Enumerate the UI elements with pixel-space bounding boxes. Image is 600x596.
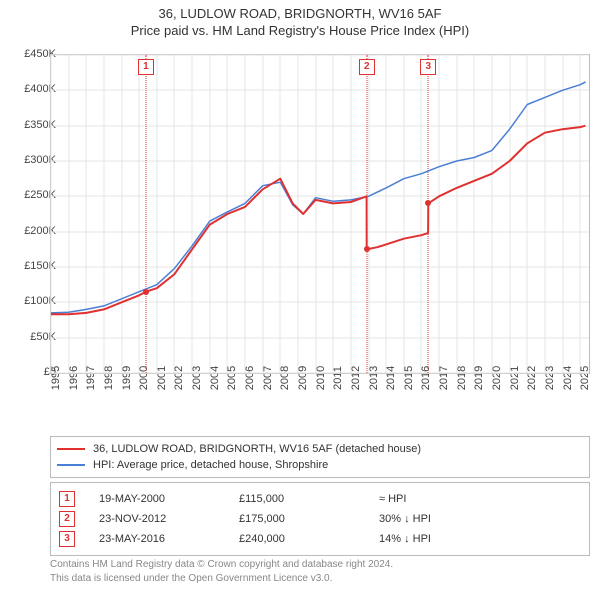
legend-swatch bbox=[57, 448, 85, 450]
y-axis-label: £350K bbox=[6, 119, 56, 131]
transaction-hpi-delta: ≈ HPI bbox=[379, 493, 581, 505]
transaction-date: 23-MAY-2016 bbox=[99, 533, 239, 545]
y-axis-label: £150K bbox=[6, 260, 56, 272]
transaction-number: 3 bbox=[59, 531, 75, 547]
legend: 36, LUDLOW ROAD, BRIDGNORTH, WV16 5AF (d… bbox=[50, 436, 590, 478]
transaction-date: 23-NOV-2012 bbox=[99, 513, 239, 525]
sale-point bbox=[425, 200, 431, 206]
title-address: 36, LUDLOW ROAD, BRIDGNORTH, WV16 5AF bbox=[0, 6, 600, 21]
transaction-row: 2 23-NOV-2012£175,00030% ↓ HPI bbox=[59, 509, 581, 529]
legend-label: 36, LUDLOW ROAD, BRIDGNORTH, WV16 5AF (d… bbox=[93, 443, 421, 455]
transaction-price: £240,000 bbox=[239, 533, 379, 545]
y-axis-label: £400K bbox=[6, 83, 56, 95]
hpi-line bbox=[51, 82, 586, 313]
property-line bbox=[51, 126, 586, 315]
footer-line-1: Contains HM Land Registry data © Crown c… bbox=[50, 558, 590, 572]
transaction-date: 19-MAY-2000 bbox=[99, 493, 239, 505]
footer-attribution: Contains HM Land Registry data © Crown c… bbox=[50, 558, 590, 585]
sale-point bbox=[143, 289, 149, 295]
y-axis-label: £250K bbox=[6, 189, 56, 201]
y-axis-label: £200K bbox=[6, 225, 56, 237]
y-axis-label: £100K bbox=[6, 295, 56, 307]
transaction-row: 3 23-MAY-2016£240,00014% ↓ HPI bbox=[59, 529, 581, 549]
y-axis-label: £50K bbox=[6, 331, 56, 343]
sale-point bbox=[364, 246, 370, 252]
legend-label: HPI: Average price, detached house, Shro… bbox=[93, 459, 328, 471]
legend-swatch bbox=[57, 464, 85, 466]
title-subtitle: Price paid vs. HM Land Registry's House … bbox=[0, 23, 600, 38]
footer-line-2: This data is licensed under the Open Gov… bbox=[50, 572, 590, 586]
transaction-row: 1 19-MAY-2000£115,000≈ HPI bbox=[59, 489, 581, 509]
chart-lines bbox=[51, 55, 589, 373]
transaction-price: £175,000 bbox=[239, 513, 379, 525]
transactions-table: 1 19-MAY-2000£115,000≈ HPI 2 23-NOV-2012£17… bbox=[50, 482, 590, 556]
legend-item: 36, LUDLOW ROAD, BRIDGNORTH, WV16 5AF (d… bbox=[57, 441, 583, 457]
transaction-number: 2 bbox=[59, 511, 75, 527]
y-axis-label: £0 bbox=[6, 366, 56, 378]
y-axis-label: £450K bbox=[6, 48, 56, 60]
y-axis-label: £300K bbox=[6, 154, 56, 166]
transaction-hpi-delta: 14% ↓ HPI bbox=[379, 533, 581, 545]
legend-item: HPI: Average price, detached house, Shro… bbox=[57, 457, 583, 473]
chart-container: 36, LUDLOW ROAD, BRIDGNORTH, WV16 5AF Pr… bbox=[0, 6, 600, 596]
transaction-hpi-delta: 30% ↓ HPI bbox=[379, 513, 581, 525]
plot-area: 123 bbox=[50, 54, 590, 374]
transaction-price: £115,000 bbox=[239, 493, 379, 505]
transaction-number: 1 bbox=[59, 491, 75, 507]
